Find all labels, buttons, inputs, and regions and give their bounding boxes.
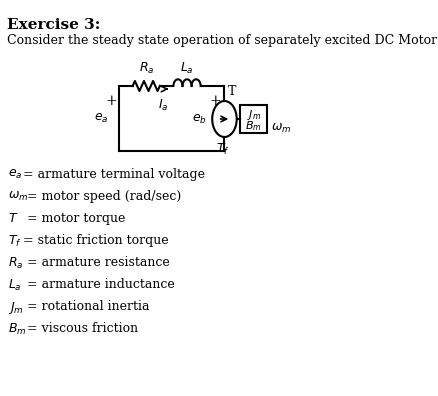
Text: $B_m$: $B_m$ [245,119,261,133]
Text: $R_a$: $R_a$ [138,61,154,76]
Text: Exercise 3:: Exercise 3: [7,18,100,32]
Text: = armature terminal voltage: = armature terminal voltage [23,168,205,181]
Text: $e_b$: $e_b$ [191,112,206,126]
Text: $R_a$: $R_a$ [8,256,24,271]
Text: $T_f$: $T_f$ [8,234,22,249]
Text: $e_a$: $e_a$ [8,168,23,181]
Text: = armature inductance: = armature inductance [23,278,174,291]
Text: $I_a$: $I_a$ [158,98,168,113]
Text: = motor torque: = motor torque [23,212,125,225]
Text: = rotational inertia: = rotational inertia [23,300,149,313]
Text: $L_a$: $L_a$ [180,61,194,76]
Text: T: T [227,85,236,98]
Text: $L_a$: $L_a$ [8,278,22,293]
FancyBboxPatch shape [240,105,267,133]
Text: $J_m$: $J_m$ [8,300,24,316]
Text: = motor speed (rad/sec): = motor speed (rad/sec) [23,190,181,203]
Text: $B_m$: $B_m$ [8,322,27,337]
Text: $T$: $T$ [8,212,18,225]
Text: +: + [209,94,221,108]
Text: $\omega_m$: $\omega_m$ [8,190,28,203]
Text: +: + [105,94,117,108]
Text: $\omega_m$: $\omega_m$ [270,122,290,135]
Text: $J_m$: $J_m$ [246,108,260,122]
Text: = static friction torque: = static friction torque [23,234,168,247]
Text: = viscous friction: = viscous friction [23,322,138,335]
Text: Consider the steady state operation of separately excited DC Motor model: Consider the steady state operation of s… [7,34,438,47]
Text: $e_a$: $e_a$ [94,112,109,125]
Text: = armature resistance: = armature resistance [23,256,170,269]
Text: $T_f$: $T_f$ [215,142,230,157]
